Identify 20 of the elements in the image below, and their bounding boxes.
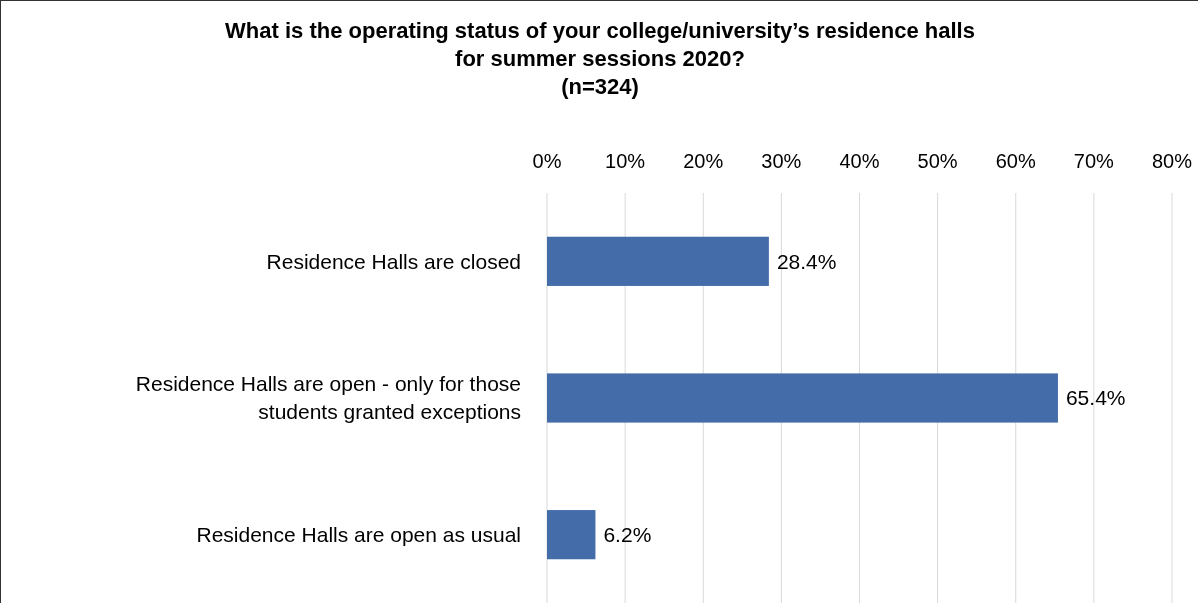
x-tick-label: 0% — [532, 150, 562, 172]
data-label: 28.4% — [776, 249, 837, 273]
x-tick-label: 60% — [995, 150, 1036, 172]
x-tick-label: 20% — [683, 150, 724, 172]
x-tick-label: 10% — [605, 150, 646, 172]
y-tick-label: Residence Halls are closed — [266, 249, 521, 273]
bar — [547, 510, 596, 560]
y-tick-label: Residence Halls are open - only for those students granted exceptions — [135, 372, 521, 424]
x-tick-label: 40% — [839, 150, 880, 172]
x-tick-label: 30% — [761, 150, 802, 172]
chart-title: What is the operating status of your college/university’s residence halls for summer sessions 2020? — [225, 17, 975, 71]
y-tick-label: Residence Halls are open as usual — [196, 523, 521, 547]
x-tick-label: 50% — [917, 150, 958, 172]
bar — [547, 236, 769, 286]
data-label: 6.2% — [603, 523, 652, 547]
bar — [547, 373, 1058, 423]
chart-subtitle: (n=324) — [561, 73, 639, 99]
data-label: 65.4% — [1065, 386, 1126, 410]
x-tick-label: 80% — [1151, 150, 1193, 172]
x-tick-label: 70% — [1073, 150, 1115, 172]
